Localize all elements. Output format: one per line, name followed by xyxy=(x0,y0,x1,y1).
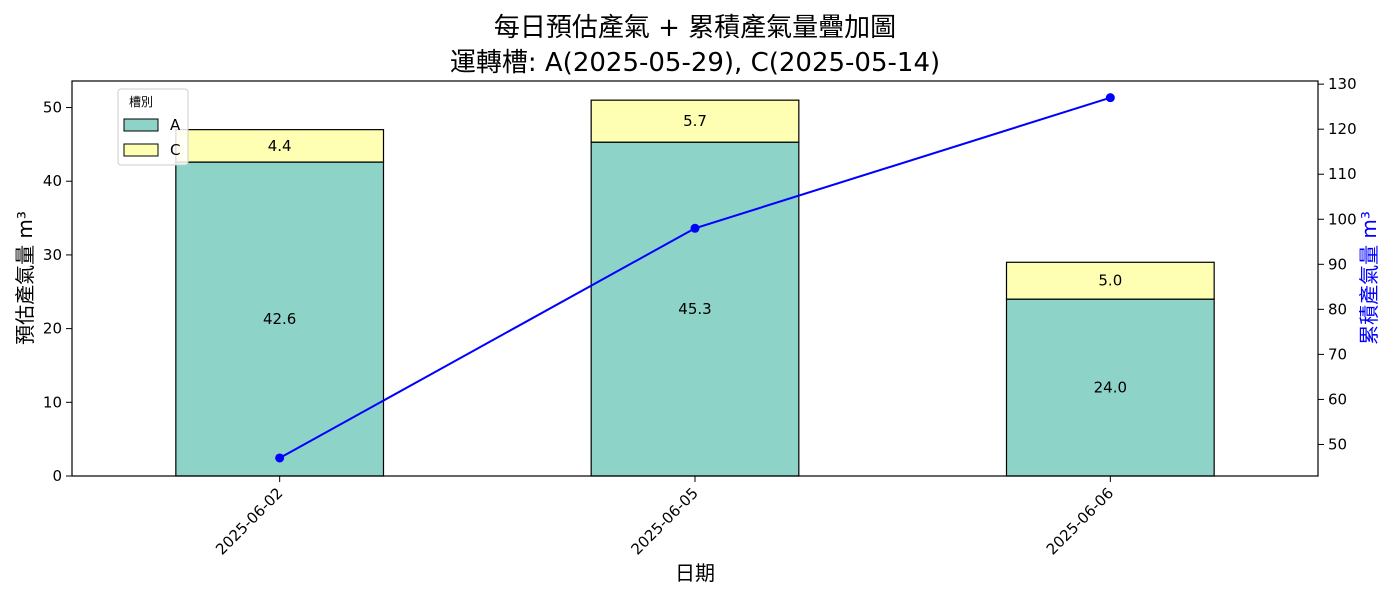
chart-title-line-2: 運轉槽: A(2025-05-29), C(2025-05-14) xyxy=(450,48,940,78)
bar-value-label: 42.6 xyxy=(263,310,296,328)
legend-title: 槽別 xyxy=(129,95,153,109)
legend-label-A: A xyxy=(170,116,181,134)
y-right-tick-label: 70 xyxy=(1328,345,1347,363)
y-right-tick-label: 80 xyxy=(1328,300,1347,318)
y-axis-right-label: 累積產氣量 m³ xyxy=(1357,211,1381,345)
y-right-tick-label: 100 xyxy=(1328,210,1357,228)
bar-C-2025-06-05 xyxy=(590,99,800,143)
cumulative-point-2025-06-05 xyxy=(690,223,700,233)
y-right-tick-label: 110 xyxy=(1328,165,1357,183)
y-left-tick-label: 20 xyxy=(43,320,62,338)
y-left-tick-label: 40 xyxy=(43,172,62,190)
bar-value-label: 5.7 xyxy=(683,112,707,130)
y-left-tick-label: 30 xyxy=(43,246,62,264)
y-left-tick-label: 10 xyxy=(43,393,62,411)
bar-A-2025-06-06 xyxy=(1005,298,1215,477)
y-right-tick-label: 50 xyxy=(1328,435,1347,453)
y-axis-left-label: 預估產氣量 m³ xyxy=(13,211,37,345)
legend-swatch-C xyxy=(123,143,159,157)
legend-label-C: C xyxy=(170,141,180,159)
cumulative-point-2025-06-02 xyxy=(275,453,285,463)
bar-value-label: 24.0 xyxy=(1094,379,1127,397)
y-right-tick-label: 60 xyxy=(1328,390,1347,408)
x-tick-label: 2025-06-06 xyxy=(1043,484,1117,558)
x-tick-label: 2025-06-05 xyxy=(627,484,701,558)
y-left-tick-label: 50 xyxy=(43,99,62,117)
x-tick-label: 2025-06-02 xyxy=(212,484,286,558)
bar-value-label: 45.3 xyxy=(678,300,711,318)
y-left-tick-label: 0 xyxy=(52,467,62,485)
cumulative-point-2025-06-06 xyxy=(1105,93,1115,103)
y-right-tick-label: 90 xyxy=(1328,255,1347,273)
chart-title-line-1: 每日預估產氣 + 累積產氣量疊加圖 xyxy=(494,13,896,43)
y-right-tick-label: 130 xyxy=(1328,75,1357,93)
x-axis-label: 日期 xyxy=(675,561,715,585)
y-right-tick-label: 120 xyxy=(1328,120,1357,138)
legend-swatch-A xyxy=(123,118,159,132)
bar-C-2025-06-02 xyxy=(175,129,385,163)
bar-value-label: 4.4 xyxy=(268,137,292,155)
bar-C-2025-06-06 xyxy=(1005,261,1215,300)
bar-A-2025-06-02 xyxy=(175,161,385,477)
bar-value-label: 5.0 xyxy=(1098,272,1122,290)
plot-area: 42.6 4.4 45.3 5.7 24.0 5.0 0 10 20 30 40 50 50 60 70 80… xyxy=(43,75,1357,558)
